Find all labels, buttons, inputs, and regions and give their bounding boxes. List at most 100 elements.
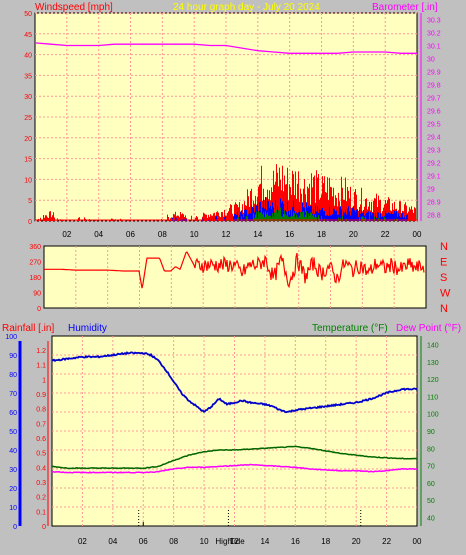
humidity-axis-title: Humidity [68,323,107,334]
rainfall-axis-title: Rainfall [.in] [2,323,54,334]
humidity-x-tick-label: 08 [169,537,178,546]
wind-x-tick-label: 10 [190,230,199,239]
temperature-tick-label: 50 [427,498,435,505]
humidity-temperature-panel: 010203040506070809010000.10.20.30.40.50.… [5,334,438,546]
humidity-tick-label: 80 [9,372,17,379]
compass-label: W [440,288,451,300]
humidity-tick-label: 70 [9,391,17,398]
compass-label: E [440,257,447,269]
temperature-tick-label: 120 [427,377,439,384]
rainfall-tick-label: 0.2 [36,495,46,502]
windspeed-tick-label: 45 [24,32,32,39]
wind-x-tick-label: 06 [126,230,135,239]
barometer-tick-label: 28.8 [427,213,441,220]
humidity-x-tick-label: 18 [321,537,330,546]
humidity-tick-label: 30 [9,467,17,474]
wind-direction-panel: 0 N 90 W 180 S 270 E 360 N [29,241,451,315]
rainfall-tick-label: 0.4 [36,465,46,472]
direction-degree-label: 360 [29,244,41,251]
wind-x-tick-label: 16 [285,230,294,239]
rainfall-tick-label: 1.1 [36,363,46,370]
humidity-tick-label: 10 [9,505,17,512]
barometer-tick-label: 29.6 [427,109,441,116]
compass-label: S [440,272,447,284]
rainfall-tick-label: 0.5 [36,451,46,458]
wind-x-tick-label: 02 [62,230,71,239]
compass-label: N [440,303,448,315]
windspeed-tick-label: 0 [28,219,32,226]
wind-x-tick-label: 08 [158,230,167,239]
windspeed-tick-label: 50 [24,11,32,18]
temperature-series [51,445,418,470]
rainfall-tick-label: 1.2 [36,348,46,355]
humidity-tick-label: 0 [13,524,17,531]
temperature-tick-label: 90 [427,429,435,436]
dew-point-series [51,463,418,474]
wind-barometer-panel: 0 5 10 15 20 25 30 35 40 45 50 28.8 28.9 29 29.1 29.2 29… [24,11,441,239]
humidity-tick-label: 60 [9,410,17,417]
wind-x-tick-label: 04 [94,230,103,239]
windspeed-tick-label: 20 [24,136,32,143]
compass-label: N [440,241,448,253]
humidity-x-tick-label: 12 [230,537,239,546]
barometer-series [34,42,417,54]
windspeed-tick-label: 10 [24,177,32,184]
temperature-axis-title: Temperature (°F) [312,323,388,334]
humidity-x-tick-label: 06 [139,537,148,546]
direction-degree-label: 0 [37,306,41,313]
rainfall-tick-label: 0 [42,524,46,531]
rainfall-tick-label: 0.7 [36,421,46,428]
humidity-x-tick-label: 20 [352,537,361,546]
direction-degree-label: 90 [33,291,41,298]
barometer-tick-label: 29.1 [427,174,441,181]
barometer-tick-label: 30.1 [427,44,441,51]
temperature-tick-label: 60 [427,481,435,488]
rainfall-tick-label: 0.3 [36,480,46,487]
temperature-tick-label: 100 [427,412,439,419]
windspeed-tick-label: 5 [28,198,32,205]
barometer-tick-label: 30.2 [427,31,441,38]
high-tide-label: Tide [229,537,245,546]
windspeed-tick-label: 15 [24,157,32,164]
direction-degree-label: 270 [29,260,41,267]
rainfall-tick-label: 1 [42,377,46,384]
humidity-tick-label: 100 [5,334,17,341]
barometer-tick-label: 30.3 [427,18,441,25]
humidity-tick-label: 20 [9,486,17,493]
windspeed-axis-title: Windspeed [mph] [35,2,113,13]
barometer-tick-label: 29.8 [427,83,441,90]
dew-point-axis-title: Dew Point (°F) [396,323,461,334]
barometer-tick-label: 29.3 [427,148,441,155]
windspeed-tick-label: 30 [24,94,32,101]
temperature-tick-label: 110 [427,394,438,401]
rainfall-tick-label: 0.6 [36,436,46,443]
high-tide-label: High [215,537,231,546]
wind-x-tick-label: 18 [317,230,326,239]
windspeed-tick-label: 40 [24,53,32,60]
rainfall-tick-label: 0.8 [36,407,46,414]
temperature-tick-label: 40 [427,515,435,522]
humidity-tick-label: 50 [9,429,17,436]
barometer-tick-label: 29 [427,187,435,194]
humidity-x-tick-label: 02 [78,537,87,546]
windspeed-tick-label: 25 [24,115,32,122]
barometer-tick-label: 29.7 [427,96,441,103]
direction-degree-label: 180 [29,275,41,282]
humidity-x-tick-label: 00 [413,537,422,546]
barometer-tick-label: 29.2 [427,161,441,168]
barometer-tick-label: 29.4 [427,135,441,142]
humidity-x-tick-label: 10 [200,537,209,546]
barometer-tick-label: 30 [427,57,435,64]
wind-x-tick-label: 14 [253,230,262,239]
rainfall-tick-label: 0.9 [36,392,46,399]
humidity-x-tick-label: 04 [108,537,117,546]
humidity-x-tick-label: 22 [382,537,391,546]
wind-x-tick-label: 20 [349,230,358,239]
wind-x-tick-label: 22 [381,230,390,239]
temperature-tick-label: 70 [427,464,435,471]
humidity-x-tick-label: 14 [260,537,269,546]
temperature-tick-label: 140 [427,343,439,350]
wind-x-tick-label: 00 [413,230,422,239]
rainfall-tick-label: 0.1 [36,509,46,516]
barometer-axis-title: Barometer [.in] [372,2,438,13]
